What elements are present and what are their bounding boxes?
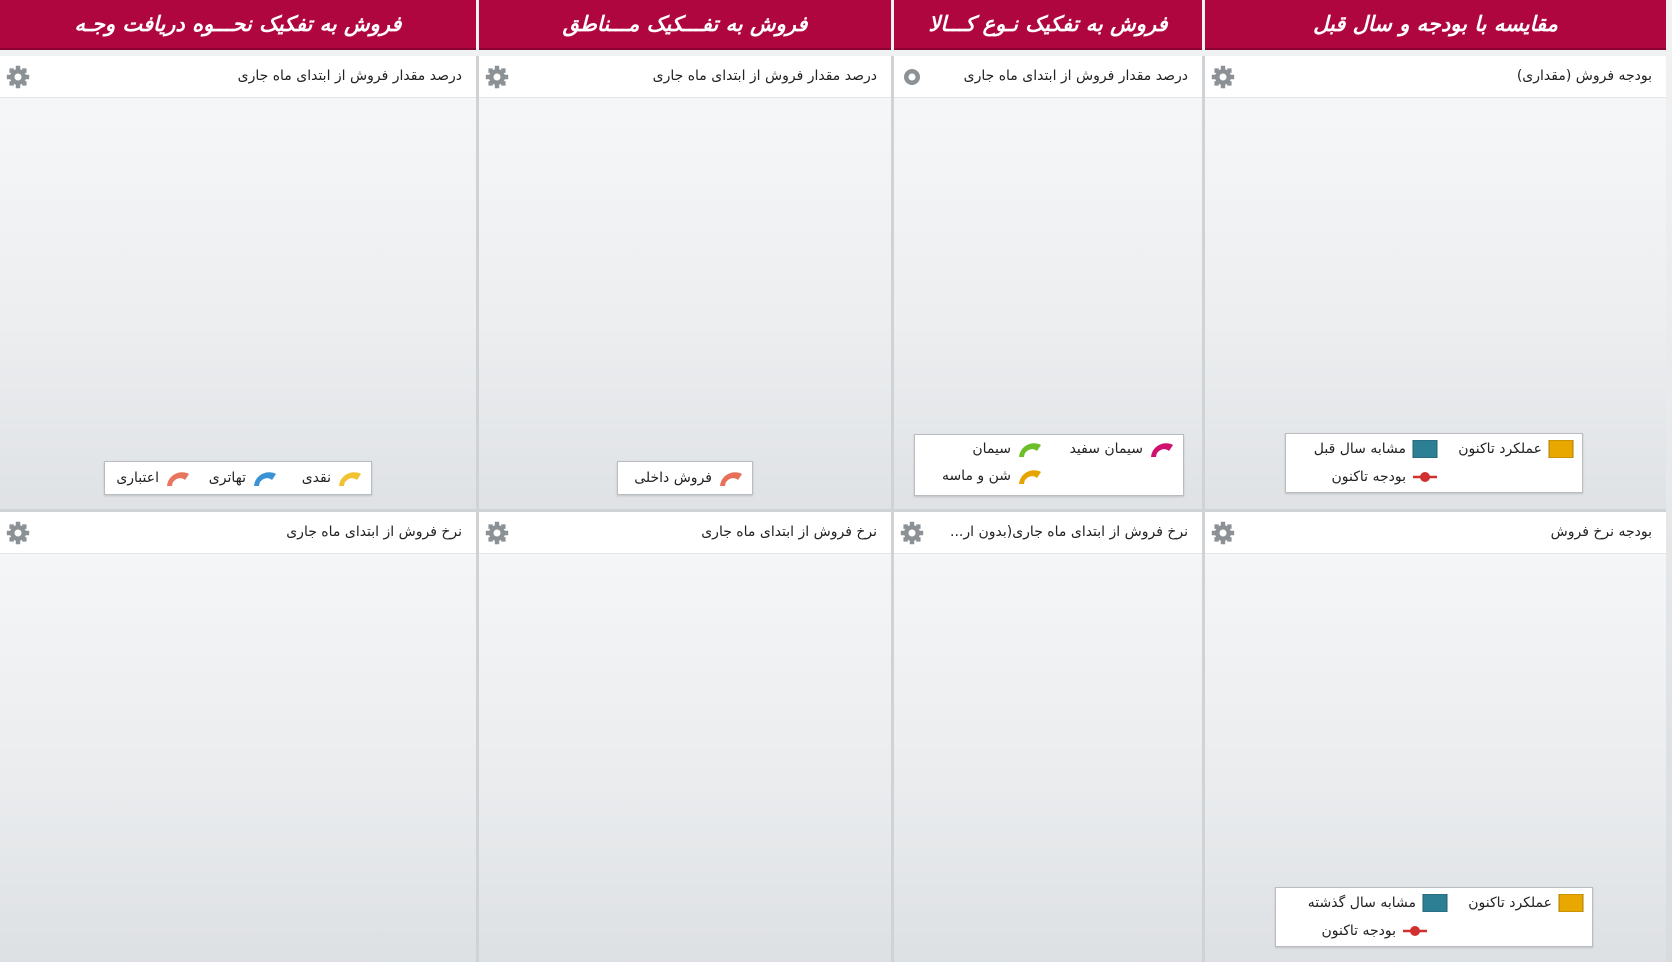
chart [0, 512, 476, 962]
legend-line-icon [1403, 926, 1427, 936]
chart [479, 512, 891, 962]
legend-swatch-icon [1548, 440, 1574, 458]
legend-swatch-icon [167, 472, 189, 486]
legend-label: سیمان سفید [1069, 441, 1143, 457]
panel-product-rate: نرخ فروش از ابتدای ماه جاری(بدون ار... 0… [894, 512, 1202, 962]
legend-label: سیمان [972, 441, 1011, 457]
legend-label: تهاتری [208, 470, 246, 486]
panel-payment-pie: درصد مقدار فروش از ابتدای ماه جاری 32 %6… [0, 56, 476, 509]
legend-swatch-icon [339, 472, 361, 486]
legend-swatch-icon [1019, 470, 1041, 484]
chart [0, 56, 476, 509]
legend-item[interactable]: نقدی [302, 469, 363, 487]
panel-title: نرخ فروش از ابتدای ماه جاری [286, 524, 462, 540]
header-product-type: فروش به تفکیک نـوع کـــالا [894, 0, 1202, 50]
panel-title: نرخ فروش از ابتدای ماه جاری(بدون ار... [950, 524, 1188, 540]
panel-budget-rate: بودجه نرخ فروش 030,00060,00090,000120,00… [1205, 512, 1666, 962]
legend-item[interactable]: سیمان سفید [1070, 440, 1175, 458]
chart [894, 512, 1202, 962]
panel-title: بودجه فروش (مقداری) [1516, 68, 1652, 84]
panel-regions-pie: درصد مقدار فروش از ابتدای ماه جاری 100 %… [479, 56, 891, 509]
legend-label: عملکرد تاکنون [1458, 441, 1542, 457]
legend-swatch-icon [720, 472, 742, 486]
header-regions: فروش به تفـــکیک مـــناطق [479, 0, 891, 50]
legend-item[interactable]: عملکرد تاکنون [1468, 894, 1584, 912]
legend-item[interactable]: بودجه تاکنون [1321, 922, 1428, 940]
header-payment-method: فروش به تفکیک نحـــوه دریافت وجـه [0, 0, 476, 50]
header-budget-comparison: مقایسه با بودجه و سال قبل [1205, 0, 1666, 50]
panel-title: بودجه نرخ فروش [1550, 524, 1652, 540]
legend-swatch-icon [1422, 894, 1448, 912]
chart [479, 56, 891, 509]
legend-label: نقدی [301, 470, 331, 486]
chart-legend: فروش داخلی [617, 461, 753, 495]
panel-regions-rate: نرخ فروش از ابتدای ماه جاری 020000400006… [479, 512, 891, 962]
panel-payment-rate: نرخ فروش از ابتدای ماه جاری 020000400006… [0, 512, 476, 962]
legend-item[interactable]: اعتباری [116, 469, 191, 487]
panel-title: درصد مقدار فروش از ابتدای ماه جاری [237, 68, 462, 84]
panel-title: نرخ فروش از ابتدای ماه جاری [701, 524, 877, 540]
legend-label: مشابه سال گذشته [1307, 895, 1416, 911]
chart-legend: عملکرد تاکنون مشابه سال گذشته بودجه تاکنون [1275, 887, 1593, 947]
chart-legend: عملکرد تاکنون مشابه سال قبل بودجه تاکنون [1285, 433, 1583, 493]
legend-label: اعتباری [116, 470, 159, 486]
legend-swatch-icon [1151, 443, 1173, 457]
panel-title: درصد مقدار فروش از ابتدای ماه جاری [652, 68, 877, 84]
legend-item[interactable]: مشابه سال گذشته [1308, 894, 1448, 912]
legend-item[interactable]: سیمان [972, 440, 1043, 458]
legend-line-icon [1413, 472, 1437, 482]
chart-legend: نقدی تهاتری اعتباری [104, 461, 372, 495]
row-divider [0, 509, 1666, 512]
legend-item[interactable]: مشابه سال قبل [1314, 440, 1438, 458]
legend-item[interactable]: شن و ماسه [942, 467, 1043, 485]
legend-label: بودجه تاکنون [1321, 923, 1396, 939]
legend-item[interactable]: فروش داخلی [634, 469, 744, 487]
legend-item[interactable]: تهاتری [209, 469, 278, 487]
legend-swatch-icon [1412, 440, 1438, 458]
legend-label: شن و ماسه [941, 468, 1011, 484]
legend-swatch-icon [1558, 894, 1584, 912]
legend-swatch-icon [1019, 443, 1041, 457]
panel-title: درصد مقدار فروش از ابتدای ماه جاری [963, 68, 1188, 84]
legend-label: عملکرد تاکنون [1468, 895, 1552, 911]
panel-budget-quantity: بودجه فروش (مقداری) 05,00010,00015,00020… [1205, 56, 1666, 509]
legend-label: بودجه تاکنون [1331, 469, 1406, 485]
legend-item[interactable]: بودجه تاکنون [1331, 468, 1438, 486]
legend-label: فروش داخلی [634, 470, 712, 486]
chart-legend: سیمان سفید سیمان شن و ماسه [914, 434, 1184, 496]
legend-item[interactable]: عملکرد تاکنون [1458, 440, 1574, 458]
panel-product-pie: درصد مقدار فروش از ابتدای ماه جاری 93 %7… [894, 56, 1202, 509]
legend-swatch-icon [254, 472, 276, 486]
legend-label: مشابه سال قبل [1313, 441, 1406, 457]
